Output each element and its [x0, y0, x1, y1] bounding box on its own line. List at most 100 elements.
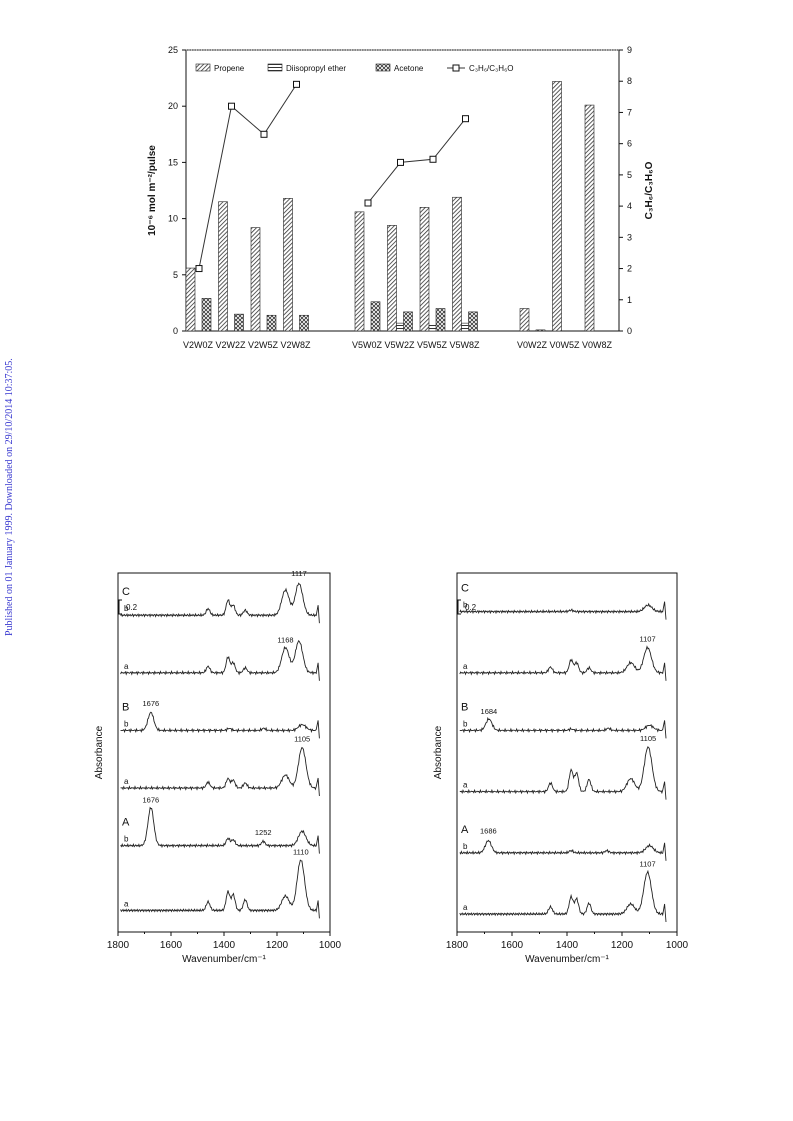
publication-note: Published on 01 January 1999. Downloaded…: [4, 358, 15, 636]
peak-annotation: 1110: [293, 848, 309, 857]
scale-bar-label: 0.2: [465, 603, 477, 612]
bar-acetone: [201, 298, 212, 332]
x-tick-label: 1400: [556, 940, 579, 951]
bar-propene: [419, 207, 430, 332]
bar-propene: [354, 211, 365, 332]
category-label: V2W5Z: [248, 340, 279, 350]
spectrum-trace: [459, 869, 667, 923]
category-label: V2W0Z: [183, 340, 214, 350]
ratio-marker: [364, 199, 372, 207]
bar-propene: [452, 196, 462, 332]
ratio-marker: [293, 80, 300, 88]
y-tick-label: 15: [168, 157, 178, 167]
peak-annotation: 1105: [294, 735, 310, 744]
legend-ratio-label: C₃H₆/C₃H₆O: [469, 64, 514, 73]
legend-acetone-label: Acetone: [394, 64, 424, 73]
y2-tick-label: 3: [627, 232, 632, 242]
legend-acetone-swatch: [375, 63, 391, 72]
spectrum-trace: [459, 601, 667, 620]
trace-label: a: [124, 777, 129, 786]
bar-propene: [552, 81, 562, 332]
bar-acetone: [266, 314, 277, 332]
trace-label: b: [124, 719, 129, 728]
y2-tick-label: 4: [627, 201, 632, 211]
bar-propene: [185, 267, 196, 332]
bar-propene: [387, 225, 397, 332]
ir-spectra-left: 1800 1600 1400 1200 1000 Wavenumber/cm⁻¹ Absor…: [94, 569, 342, 965]
trace-group-label: C: [122, 586, 130, 598]
ratio-marker: [195, 265, 203, 273]
spectrum-trace: [459, 716, 667, 739]
trace-group-label: A: [122, 817, 130, 829]
scale-bar: [118, 599, 122, 615]
bar-acetone: [535, 329, 546, 332]
bar-propene: [584, 104, 595, 332]
category-label: V2W8Z: [280, 340, 311, 350]
y-tick-label: 20: [168, 101, 178, 111]
y2-tick-label: 8: [627, 76, 632, 86]
trace-label: a: [463, 781, 468, 790]
x-tick-label: 1200: [266, 940, 289, 951]
trace-label: b: [463, 842, 468, 851]
x-tick-label: 1000: [666, 940, 689, 951]
legend-diisopropyl-ether-label: Diisopropyl ether: [286, 64, 346, 73]
bar-acetone: [468, 311, 478, 332]
ratio-marker: [228, 102, 235, 110]
bar-propene: [250, 227, 261, 332]
trace-label: a: [124, 662, 129, 671]
ir-spectra-right: 1800 1600 1400 1200 1000 Wavenumber/cm⁻¹ Absor…: [433, 572, 689, 965]
category-label: V5W8Z: [449, 340, 480, 350]
y-tick-label: 10: [168, 214, 178, 224]
y2-tick-label: 5: [627, 170, 632, 180]
x-tick-label: 1400: [213, 940, 236, 951]
spectrum-trace: [120, 746, 320, 797]
y2-tick-label: 7: [627, 107, 632, 117]
ratio-marker: [397, 158, 404, 166]
category-label: V0W2Z: [517, 340, 548, 350]
y-axis-title: Absorbance: [433, 725, 444, 779]
peak-annotation: 1252: [255, 828, 272, 837]
bar-propene: [218, 201, 228, 332]
spectrum-trace: [459, 746, 667, 800]
scale-bar-label: 0.2: [126, 603, 138, 612]
y2-tick-label: 6: [627, 139, 632, 149]
peak-annotation: 1117: [291, 569, 307, 578]
spectrum-trace: [120, 806, 320, 854]
trace-group-label: A: [461, 824, 469, 836]
x-tick-label: 1000: [319, 940, 342, 951]
category-label: V0W8Z: [582, 340, 613, 350]
peak-annotation: 1107: [640, 860, 656, 869]
bar-acetone: [299, 314, 309, 332]
spectrum-trace: [459, 645, 667, 681]
plot-frame: [117, 572, 331, 933]
bar-propene: [283, 198, 293, 332]
category-label: V0W5Z: [549, 340, 580, 350]
y-axis-title: Absorbance: [94, 725, 105, 779]
x-tick-label: 1800: [107, 940, 130, 951]
trace-label: b: [124, 604, 129, 613]
category-label: V5W5Z: [417, 340, 448, 350]
bar-acetone: [234, 313, 244, 332]
ratio-marker: [429, 155, 437, 163]
legend-propene-label: Propene: [214, 64, 245, 73]
y-axis-title: 10⁻⁶ mol m⁻²/pulse: [147, 145, 158, 236]
category-label: V5W0Z: [352, 340, 383, 350]
x-tick-label: 1600: [160, 940, 183, 951]
legend-diisopropyl-ether-swatch: [267, 63, 283, 72]
x-axis-title: Wavenumber/cm⁻¹: [182, 954, 266, 965]
category-label: V2W2Z: [215, 340, 246, 350]
spectrum-trace: [120, 711, 320, 739]
x-tick-label: 1600: [501, 940, 524, 951]
trace-label: b: [463, 601, 468, 610]
y-tick-label: 5: [173, 270, 178, 280]
spectrum-trace: [120, 639, 320, 681]
ratio-marker: [260, 130, 268, 138]
y2-tick-label: 1: [627, 295, 632, 305]
y-tick-label: 25: [168, 45, 178, 55]
y-tick-label: 0: [173, 326, 178, 336]
trace-label: a: [124, 899, 129, 908]
trace-group-label: C: [461, 583, 469, 595]
trace-group-label: B: [461, 701, 468, 713]
trace-group-label: B: [122, 701, 129, 713]
legend-ratio-marker: [452, 64, 460, 72]
